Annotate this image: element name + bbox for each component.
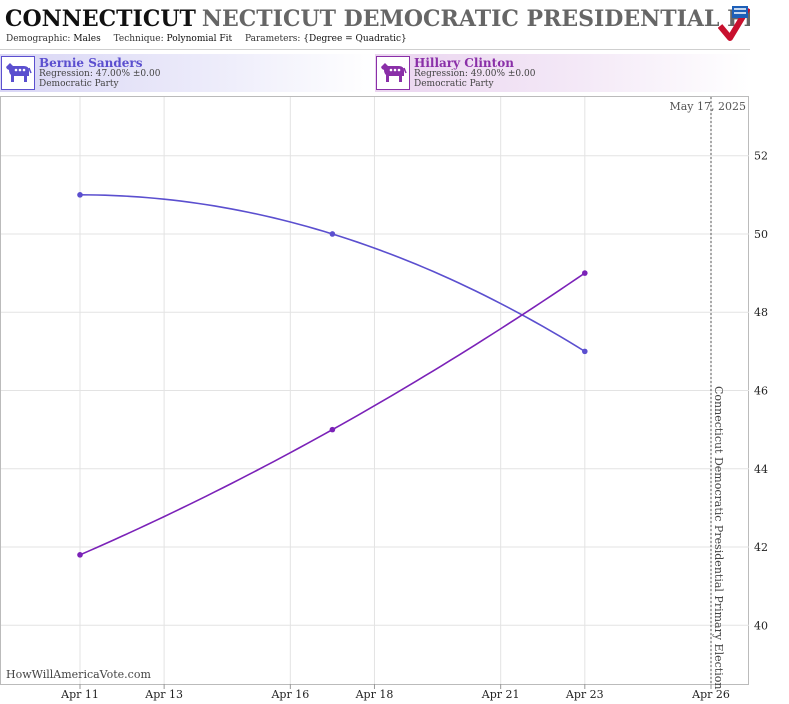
y-tick-label: 40 bbox=[754, 619, 768, 632]
x-tick-label: Apr 11 bbox=[60, 688, 99, 701]
candidate-name: Hillary Clinton bbox=[414, 56, 514, 70]
candidate-regression: Regression: 47.00% ±0.00 bbox=[39, 69, 161, 79]
parameters-value: {Degree = Quadratic} bbox=[303, 34, 407, 44]
data-point bbox=[582, 348, 588, 355]
chart-header: CONNECTICUT NECTICUT DEMOCRATIC PRESIDENT… bbox=[0, 0, 750, 50]
x-tick-label: Apr 23 bbox=[565, 688, 604, 701]
title-state: CONNECTICUT bbox=[5, 6, 196, 32]
demographic-value: Males bbox=[73, 34, 101, 44]
x-tick-label: Apr 26 bbox=[691, 688, 730, 701]
data-point bbox=[77, 552, 83, 558]
y-tick-label: 52 bbox=[754, 150, 768, 163]
candidate-party: Democratic Party bbox=[414, 79, 494, 89]
data-point bbox=[329, 231, 336, 237]
y-tick-label: 42 bbox=[754, 541, 768, 554]
technique-value: Polynomial Fit bbox=[166, 34, 233, 44]
demographic-label: Demographic: bbox=[6, 34, 71, 44]
technique-label: Technique: bbox=[113, 34, 164, 44]
header-divider bbox=[0, 49, 750, 50]
election-day-label: Connecticut Democratic Presidential Prim… bbox=[712, 386, 725, 689]
candidate-name: Bernie Sanders bbox=[39, 56, 143, 70]
date-stamp: May 17, 2025 bbox=[669, 100, 746, 113]
x-tick-label: Apr 13 bbox=[144, 688, 183, 701]
donkey-icon bbox=[1, 56, 35, 90]
candidate-card-sanders: Bernie Sanders Regression: 47.00% ±0.00 … bbox=[0, 54, 375, 92]
series-line-0 bbox=[79, 194, 586, 353]
donkey-icon bbox=[376, 56, 410, 90]
page-title: CONNECTICUT NECTICUT DEMOCRATIC PRESIDENT… bbox=[5, 6, 750, 32]
series-line-1 bbox=[79, 272, 586, 556]
x-tick-label: Apr 18 bbox=[355, 688, 394, 701]
y-tick-label: 50 bbox=[754, 228, 768, 241]
title-race: NECTICUT DEMOCRATIC PRESIDENTIAL PRIMAR bbox=[201, 6, 750, 32]
flag-check-logo-icon bbox=[717, 4, 750, 48]
candidate-regression: Regression: 49.00% ±0.00 bbox=[414, 69, 536, 79]
grid-lines bbox=[1, 97, 749, 684]
y-axis-ticks: 40 42 44 46 48 50 52 bbox=[754, 150, 768, 633]
candidate-party: Democratic Party bbox=[39, 79, 119, 89]
y-tick-label: 48 bbox=[754, 306, 768, 319]
parameters-row: Demographic: Males Technique: Polynomial… bbox=[6, 34, 407, 44]
data-point bbox=[582, 270, 588, 276]
x-tick-label: Apr 21 bbox=[481, 688, 520, 701]
series-layer bbox=[77, 192, 588, 558]
data-point bbox=[329, 426, 336, 433]
x-tick-label: Apr 16 bbox=[270, 688, 309, 701]
data-point bbox=[77, 192, 83, 198]
candidate-card-clinton: Hillary Clinton Regression: 49.00% ±0.00… bbox=[375, 54, 750, 92]
y-tick-label: 44 bbox=[754, 463, 768, 476]
site-watermark: HowWillAmericaVote.com bbox=[6, 668, 151, 681]
parameters-label: Parameters: bbox=[244, 34, 301, 44]
y-tick-label: 46 bbox=[754, 385, 768, 398]
x-axis-ticks: Apr 11 Apr 13 Apr 16 Apr 18 Apr 21 Apr 23 Apr … bbox=[60, 684, 730, 701]
